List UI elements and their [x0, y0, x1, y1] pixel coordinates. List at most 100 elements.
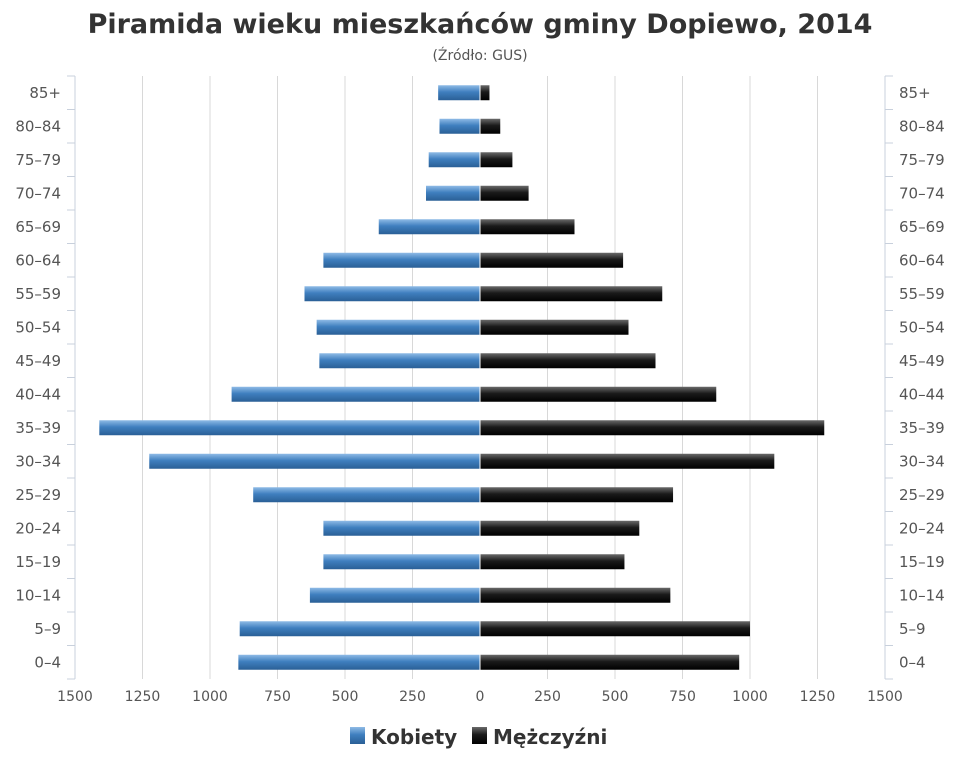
category-label-right: 10–14: [899, 586, 945, 604]
bar-mezczyzni[interactable]: [480, 353, 656, 369]
category-label-left: 35–39: [15, 419, 61, 437]
bar-kobiety[interactable]: [439, 118, 481, 134]
category-label-right: 60–64: [899, 251, 945, 269]
bar-kobiety[interactable]: [316, 319, 480, 335]
x-tick-label: 250: [399, 689, 426, 705]
bar-kobiety[interactable]: [323, 252, 480, 268]
category-labels-left: 85+ 80–84 75–79 70–74 65–69 60–64 55–59 50–54 45…: [15, 84, 61, 672]
bar-kobiety[interactable]: [238, 654, 480, 670]
x-tick-label: 1000: [192, 689, 228, 705]
bar-kobiety[interactable]: [239, 621, 480, 637]
bar-mezczyzni[interactable]: [480, 621, 750, 637]
bar-mezczyzni[interactable]: [480, 319, 629, 335]
x-tick-label: 500: [602, 689, 629, 705]
bar-mezczyzni[interactable]: [480, 152, 513, 168]
category-labels-right: 85+ 80–84 75–79 70–74 65–69 60–64 55–59 50–54 45…: [899, 84, 945, 672]
category-label-right: 20–24: [899, 519, 945, 537]
bar-mezczyzni[interactable]: [480, 520, 640, 536]
x-tick-label: 750: [669, 689, 696, 705]
bar-kobiety[interactable]: [323, 554, 480, 570]
legend-label-kobiety: Kobiety: [371, 725, 457, 749]
bar-mezczyzni[interactable]: [480, 286, 663, 302]
bar-kobiety[interactable]: [253, 487, 480, 503]
bar-kobiety[interactable]: [428, 152, 480, 168]
category-label-right: 65–69: [899, 218, 945, 236]
category-label-right: 50–54: [899, 318, 945, 336]
category-label-left: 5–9: [34, 620, 61, 638]
category-label-left: 60–64: [15, 251, 61, 269]
chart-title: Piramida wieku mieszkańców gminy Dopiewo…: [88, 9, 873, 40]
category-label-right: 55–59: [899, 285, 945, 303]
bar-mezczyzni[interactable]: [480, 386, 717, 402]
bar-mezczyzni[interactable]: [480, 118, 501, 134]
bars: [99, 76, 825, 679]
x-tick-label: 1500: [57, 689, 93, 705]
category-label-left: 45–49: [15, 352, 61, 370]
category-label-right: 30–34: [899, 452, 945, 470]
category-label-left: 70–74: [15, 184, 61, 202]
category-label-left: 50–54: [15, 318, 61, 336]
bar-mezczyzni[interactable]: [480, 85, 490, 101]
bar-mezczyzni[interactable]: [480, 252, 624, 268]
category-label-right: 85+: [899, 84, 931, 102]
bar-kobiety[interactable]: [304, 286, 481, 302]
chart-subtitle: (Źródło: GUS): [432, 46, 527, 64]
legend: Kobiety Mężczyźni: [350, 725, 607, 749]
legend-item-mezczyzni[interactable]: Mężczyźni: [472, 725, 607, 749]
category-label-left: 15–19: [15, 553, 61, 571]
category-label-right: 5–9: [899, 620, 926, 638]
x-tick-label: 1250: [125, 689, 161, 705]
legend-item-kobiety[interactable]: Kobiety: [350, 725, 457, 749]
category-label-right: 25–29: [899, 486, 945, 504]
bar-mezczyzni[interactable]: [480, 453, 775, 469]
category-label-right: 15–19: [899, 553, 945, 571]
x-tick-label: 1000: [732, 689, 768, 705]
category-label-left: 10–14: [15, 586, 61, 604]
x-tick-labels: 1500 1250 1000 750 500 250 0 250 500 750 1000 1250 1…: [57, 689, 903, 705]
x-tick-label: 1250: [800, 689, 836, 705]
category-label-right: 35–39: [899, 419, 945, 437]
bar-kobiety[interactable]: [99, 420, 481, 436]
category-label-right: 45–49: [899, 352, 945, 370]
category-label-right: 0–4: [899, 653, 926, 671]
category-label-left: 55–59: [15, 285, 61, 303]
bar-kobiety[interactable]: [323, 520, 480, 536]
bar-mezczyzni[interactable]: [480, 654, 740, 670]
x-tick-label: 500: [332, 689, 359, 705]
bar-kobiety[interactable]: [426, 185, 480, 201]
category-label-right: 75–79: [899, 151, 945, 169]
category-label-left: 25–29: [15, 486, 61, 504]
category-label-left: 40–44: [15, 385, 61, 403]
axes: [67, 75, 893, 680]
x-tick-label: 250: [534, 689, 561, 705]
bar-mezczyzni[interactable]: [480, 219, 575, 235]
bar-kobiety[interactable]: [231, 386, 480, 402]
bar-mezczyzni[interactable]: [480, 420, 825, 436]
category-label-left: 30–34: [15, 452, 61, 470]
x-tick-label: 0: [476, 689, 485, 705]
x-tick-label: 750: [264, 689, 291, 705]
category-label-left: 0–4: [34, 653, 61, 671]
bar-mezczyzni[interactable]: [480, 185, 529, 201]
category-label-left: 85+: [29, 84, 61, 102]
bar-mezczyzni[interactable]: [480, 587, 671, 603]
legend-swatch-mezczyzni: [472, 727, 487, 744]
bar-kobiety[interactable]: [319, 353, 480, 369]
category-label-left: 80–84: [15, 117, 61, 135]
category-label-right: 40–44: [899, 385, 945, 403]
category-label-left: 20–24: [15, 519, 61, 537]
bar-mezczyzni[interactable]: [480, 487, 674, 503]
legend-swatch-kobiety: [350, 727, 365, 744]
category-label-right: 80–84: [899, 117, 945, 135]
category-label-right: 70–74: [899, 184, 945, 202]
bar-kobiety[interactable]: [309, 587, 480, 603]
category-label-left: 75–79: [15, 151, 61, 169]
x-tick-label: 1500: [867, 689, 903, 705]
category-label-left: 65–69: [15, 218, 61, 236]
bar-mezczyzni[interactable]: [480, 554, 625, 570]
legend-label-mezczyzni: Mężczyźni: [493, 725, 607, 749]
bar-kobiety[interactable]: [378, 219, 480, 235]
bar-kobiety[interactable]: [149, 453, 480, 469]
bar-kobiety[interactable]: [438, 85, 480, 101]
